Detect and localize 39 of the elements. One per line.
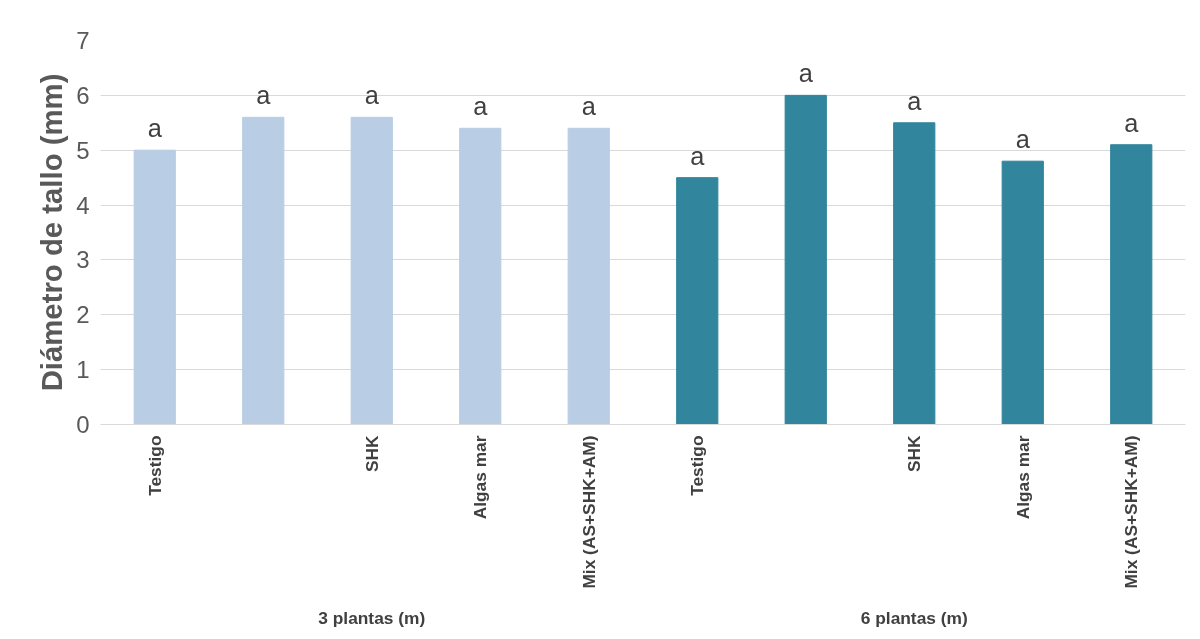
y-tick-label: 0 <box>76 411 90 438</box>
y-tick-label: 1 <box>76 356 90 384</box>
y-tick-label: 7 <box>76 27 90 54</box>
x-tick-label: SHK <box>361 435 382 473</box>
text: 3 plantas (m) <box>318 607 426 628</box>
bar <box>1001 160 1044 425</box>
x-tick-label: SHK <box>904 435 925 473</box>
y-tick-label: 2 <box>76 301 90 329</box>
text: 6 plantas (m) <box>860 607 968 628</box>
bar <box>242 116 285 425</box>
x-tick-label: Algas mar <box>1012 435 1033 520</box>
bar <box>459 127 502 425</box>
x-tick-label: Mix (AS+SHK+AM) <box>1121 435 1142 589</box>
bar <box>133 149 176 425</box>
bar <box>893 122 936 425</box>
bar <box>567 127 610 425</box>
data-label: a <box>798 59 814 88</box>
y-axis-title: Diámetro de tallo (mm) <box>35 73 69 392</box>
x-tick-label: Algas mar <box>470 435 491 520</box>
y-tick-label: 6 <box>76 81 90 109</box>
y-tick-label: 5 <box>76 136 90 164</box>
data-label: a <box>364 81 380 110</box>
data-label: a <box>256 81 272 110</box>
x-tick-label: Testigo <box>687 435 708 496</box>
data-label: a <box>473 92 489 121</box>
bar <box>350 116 393 425</box>
y-tick-label: 4 <box>76 191 90 219</box>
x-tick-label: Testigo <box>144 435 165 496</box>
data-label: a <box>581 92 597 121</box>
bar <box>676 177 719 425</box>
data-label: a <box>1124 108 1140 137</box>
data-label: a <box>690 141 706 170</box>
data-label: a <box>907 86 923 115</box>
x-tick-label: Mix (AS+SHK+AM) <box>578 435 599 589</box>
bar <box>1110 144 1153 425</box>
y-tick-label: 3 <box>76 246 90 274</box>
data-label: a <box>1015 125 1031 154</box>
bar <box>784 94 827 425</box>
data-label: a <box>147 114 163 143</box>
